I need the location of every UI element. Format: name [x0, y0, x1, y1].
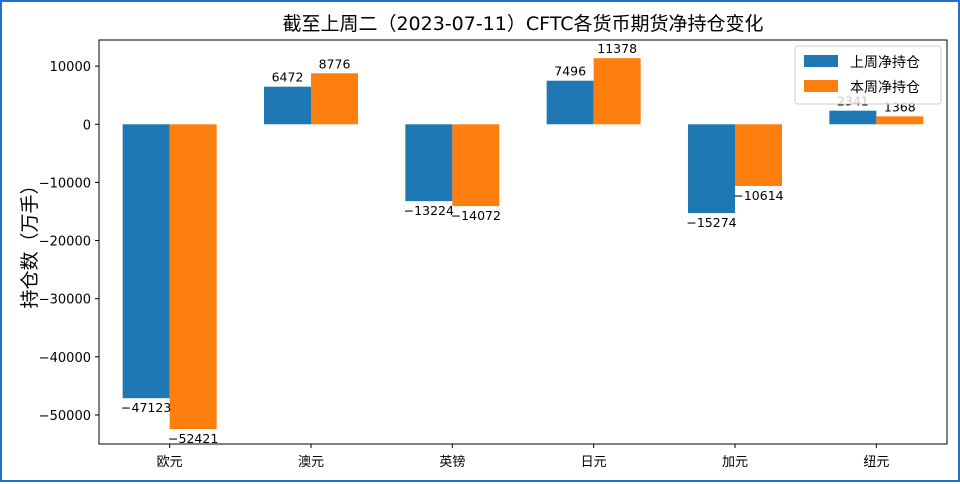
- chart-title: 截至上周二（2023-07-11）CFTC各货币期货净持仓变化: [282, 13, 763, 35]
- bar-last-week-0: [122, 124, 170, 399]
- y-tick-label: −40000: [39, 351, 91, 366]
- legend-swatch: [804, 80, 838, 92]
- y-tick-label: 0: [83, 118, 91, 133]
- x-tick-label: 加元: [722, 455, 748, 470]
- legend-entry: 上周净持仓: [850, 55, 920, 71]
- data-label: −14072: [451, 208, 501, 223]
- plot-area-border: [98, 39, 948, 445]
- y-axis-label: 持仓数（万手）: [19, 175, 41, 308]
- legend-swatch: [804, 55, 838, 67]
- bar-this-week-2: [452, 124, 500, 207]
- bar-last-week-3: [546, 80, 594, 125]
- bar-this-week-0: [169, 124, 217, 430]
- data-label: −15274: [686, 215, 736, 230]
- y-tick-label: −50000: [39, 409, 91, 424]
- data-label: 8776: [319, 56, 351, 71]
- data-label: −13224: [404, 203, 454, 218]
- bar-this-week-5: [876, 116, 924, 125]
- legend-entry: 本周净持仓: [850, 80, 920, 96]
- bar-this-week-1: [311, 73, 358, 125]
- bar-last-week-1: [264, 86, 311, 125]
- bar-this-week-3: [593, 58, 641, 125]
- x-tick-label: 澳元: [298, 454, 324, 470]
- bar-this-week-4: [735, 124, 782, 186]
- bar-last-week-5: [829, 110, 877, 125]
- y-tick-label: −30000: [39, 293, 91, 308]
- data-label: 7496: [554, 64, 586, 79]
- data-label: −47123: [121, 400, 171, 415]
- y-tick-label: −20000: [39, 235, 91, 250]
- data-label: 11378: [597, 41, 637, 56]
- x-tick-label: 日元: [581, 455, 607, 470]
- data-label: −52421: [168, 431, 218, 446]
- data-label: 6472: [272, 70, 304, 85]
- axes-group: 10000 0 −10000 −20000 −30000 −40000 −50000 欧元 澳元…: [39, 39, 948, 470]
- y-tick-label: 10000: [50, 60, 91, 75]
- bar-last-week-2: [405, 124, 453, 202]
- bars-group: [122, 58, 924, 430]
- bar-last-week-4: [688, 124, 735, 214]
- data-label: −10614: [733, 188, 783, 203]
- x-tick-label: 欧元: [157, 455, 183, 470]
- x-tick-label: 英镑: [439, 454, 465, 470]
- x-tick-label: 纽元: [863, 455, 889, 470]
- y-tick-label: −10000: [39, 176, 91, 191]
